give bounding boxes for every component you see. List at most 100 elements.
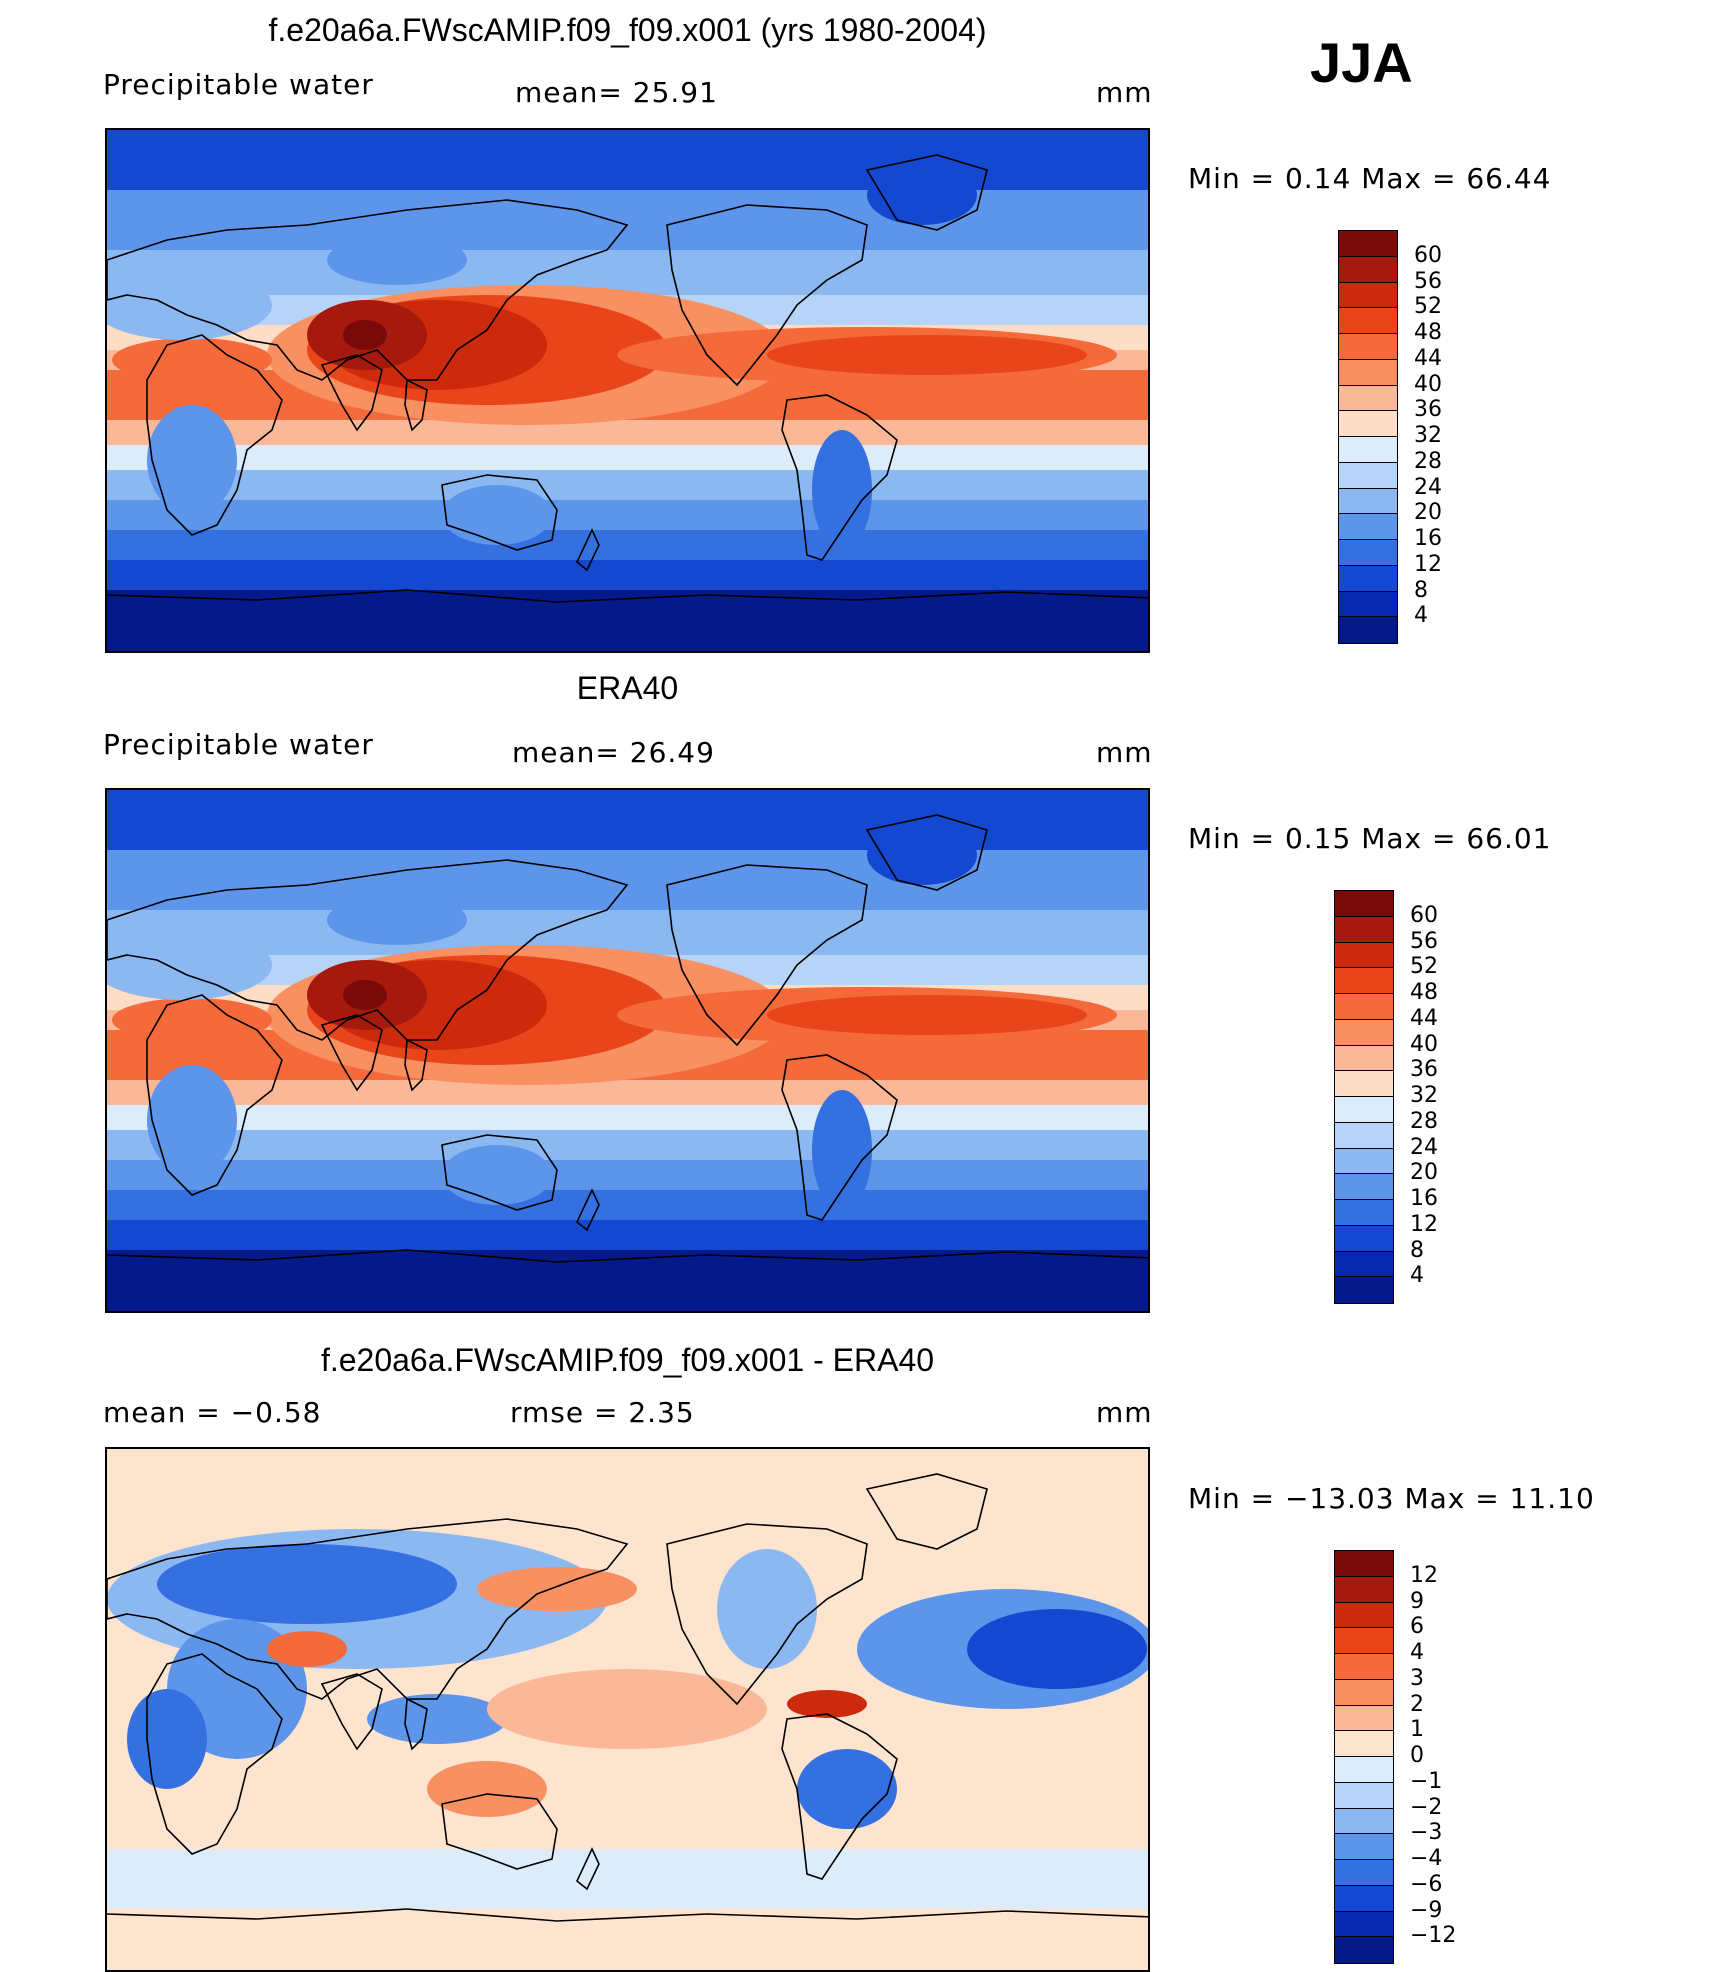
colorbar-tick-label: 36 <box>1410 1057 1438 1083</box>
colorbar-tick-label: 4 <box>1410 1263 1424 1289</box>
coastline <box>781 1054 898 1221</box>
contour-region <box>112 998 272 1042</box>
colorbar-box <box>1334 993 1394 1021</box>
contour-band <box>107 530 1148 560</box>
contour-region <box>327 235 467 285</box>
colorbar-box <box>1334 890 1394 918</box>
panel3-rmse-label: rmse = 2.35 <box>510 1396 695 1429</box>
colorbar-box <box>1338 590 1398 618</box>
colorbar-box <box>1338 410 1398 438</box>
colorbar-tick-label: 0 <box>1410 1743 1424 1768</box>
contour-band <box>107 470 1148 500</box>
contour-region <box>343 320 387 350</box>
coastline <box>107 1249 1148 1263</box>
contour-region <box>112 338 272 382</box>
contour-band <box>107 1080 1148 1105</box>
panel2-variable-label: Precipitable water <box>103 728 374 761</box>
colorbar-tick-label: 8 <box>1410 1237 1424 1263</box>
contour-region <box>867 165 977 225</box>
colorbar-tick-label: 12 <box>1410 1211 1438 1237</box>
coastline <box>320 1673 383 1751</box>
contour-region <box>812 1090 872 1210</box>
colorbar-box <box>1334 1627 1394 1655</box>
colorbar-box <box>1334 1807 1394 1835</box>
colorbar-box <box>1334 915 1394 943</box>
colorbar-tick-label: 24 <box>1414 474 1442 500</box>
contour-region <box>717 1549 817 1669</box>
colorbar-tick-label: 52 <box>1410 954 1438 980</box>
contour-band <box>107 130 1148 190</box>
panel3-colorbar: 12 9 6 4 3 2 1 0 −1 −2 −3 −4 −6 −9 −12 <box>1334 1550 1484 1964</box>
coastline <box>576 1188 600 1232</box>
colorbar-box <box>1334 1756 1394 1784</box>
contour-region <box>442 485 552 545</box>
coastline <box>865 1473 988 1550</box>
colorbar-tick-label: 4 <box>1410 1640 1424 1665</box>
coastline <box>666 864 868 1047</box>
coastline <box>576 1847 600 1891</box>
colorbar-box <box>1338 384 1398 412</box>
coastline <box>404 1038 428 1092</box>
colorbar-tick-label: 40 <box>1410 1031 1438 1057</box>
contour-region <box>812 430 872 550</box>
colorbar-tick-label: −6 <box>1410 1871 1443 1897</box>
contour-band <box>107 850 1148 910</box>
coastline <box>146 994 283 1196</box>
contour-region <box>787 1690 867 1718</box>
colorbar-box <box>1338 333 1398 361</box>
colorbar-tick-label: 2 <box>1410 1691 1424 1717</box>
coastline <box>146 334 283 536</box>
colorbar-box <box>1334 1199 1394 1227</box>
contour-region <box>767 995 1087 1035</box>
contour-region <box>442 1145 552 1205</box>
coastline <box>865 814 988 891</box>
colorbar-tick-label: 16 <box>1410 1186 1438 1211</box>
colorbar-box <box>1334 1859 1394 1887</box>
contour-band <box>107 1105 1148 1130</box>
contour-band <box>107 560 1148 590</box>
coastline <box>666 204 868 387</box>
colorbar-box <box>1338 230 1398 258</box>
panel1-units: mm <box>1096 76 1153 109</box>
contour-region <box>477 1567 637 1611</box>
coastline <box>404 378 428 432</box>
colorbar-box <box>1334 1884 1394 1912</box>
colorbar-tick-label: 8 <box>1414 577 1428 603</box>
coastline <box>107 589 1148 603</box>
colorbar-tick-label: −3 <box>1410 1820 1443 1846</box>
contour-region <box>147 1065 237 1175</box>
colorbar-box <box>1338 564 1398 592</box>
coastline <box>146 1653 283 1855</box>
coastline <box>576 528 600 572</box>
coastline <box>107 1908 1148 1922</box>
coastline <box>107 1518 629 1700</box>
contour-region <box>343 980 387 1010</box>
colorbar-box <box>1338 255 1398 283</box>
colorbar-tick-label: 1 <box>1410 1717 1424 1743</box>
coastline <box>781 394 898 561</box>
colorbar-tick-label: −2 <box>1410 1794 1443 1820</box>
contour-band <box>107 1250 1148 1311</box>
contour-region <box>147 405 237 515</box>
colorbar-box <box>1334 1833 1394 1861</box>
colorbar-box <box>1334 1173 1394 1201</box>
colorbar-box <box>1334 1224 1394 1252</box>
colorbar-box <box>1334 1936 1394 1964</box>
colorbar-box <box>1334 1070 1394 1098</box>
colorbar-tick-label: −4 <box>1410 1846 1443 1871</box>
colorbar-box <box>1338 513 1398 541</box>
coastline <box>320 354 383 432</box>
colorbar-tick-label: 24 <box>1410 1134 1438 1160</box>
panel2-units: mm <box>1096 736 1153 769</box>
colorbar-box <box>1334 1601 1394 1629</box>
colorbar-box <box>1334 1550 1394 1578</box>
colorbar-tick-label: 12 <box>1414 551 1442 577</box>
colorbar-tick-label: 12 <box>1410 1562 1438 1588</box>
colorbar-tick-label: 4 <box>1414 603 1428 629</box>
colorbar-tick-label: 60 <box>1410 902 1438 928</box>
coastline <box>441 1793 558 1870</box>
colorbar-tick-label: 40 <box>1414 371 1442 397</box>
contour-region <box>157 1544 457 1624</box>
contour-region <box>367 1694 507 1744</box>
contour-band <box>107 445 1148 470</box>
